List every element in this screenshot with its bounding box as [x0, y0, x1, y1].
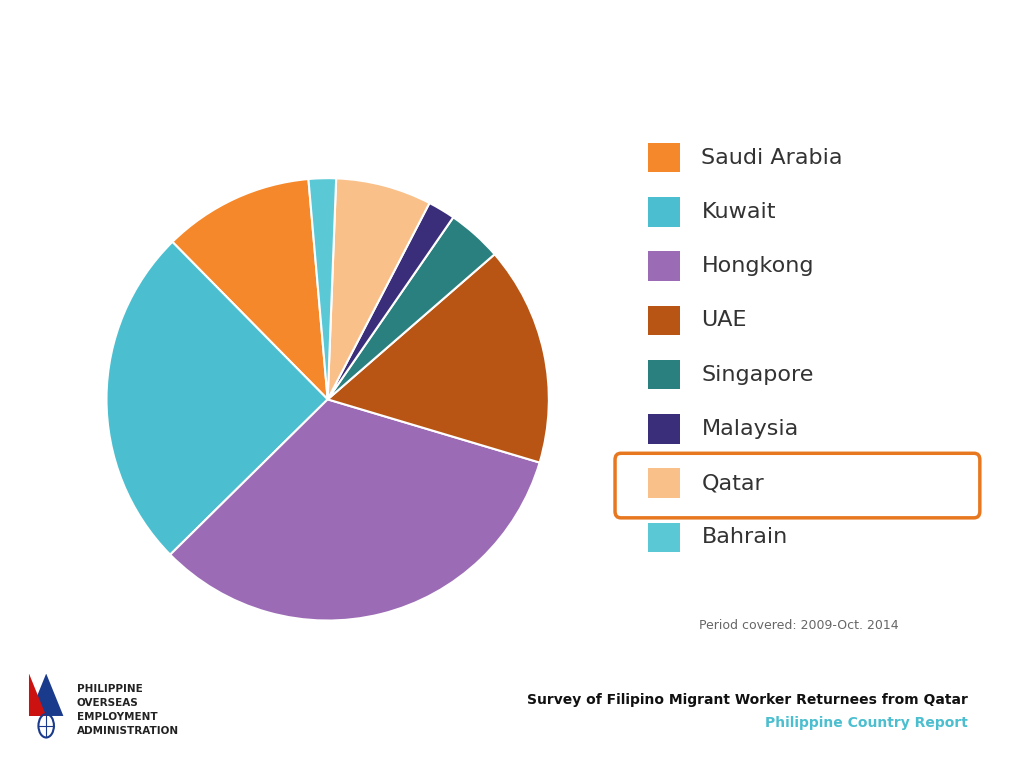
FancyBboxPatch shape [647, 522, 680, 552]
Text: Philippine Country Report: Philippine Country Report [765, 717, 968, 730]
FancyBboxPatch shape [647, 143, 680, 173]
Text: Qatar: Qatar [701, 473, 764, 493]
Wedge shape [328, 203, 454, 399]
Polygon shape [29, 674, 46, 716]
Text: Bahrain: Bahrain [701, 528, 787, 548]
Wedge shape [308, 178, 336, 399]
FancyBboxPatch shape [647, 197, 680, 227]
Text: Singapore: Singapore [701, 365, 814, 385]
Text: Period covered: 2009-Oct. 2014: Period covered: 2009-Oct. 2014 [699, 620, 898, 632]
FancyBboxPatch shape [647, 414, 680, 444]
Wedge shape [106, 242, 328, 554]
FancyBboxPatch shape [647, 360, 680, 389]
FancyBboxPatch shape [615, 453, 980, 518]
Text: PHILIPPINE
OVERSEAS
EMPLOYMENT
ADMINISTRATION: PHILIPPINE OVERSEAS EMPLOYMENT ADMINISTR… [77, 684, 179, 737]
Text: Top Destination Countries of HSWs, 2009-Oct 2014: Top Destination Countries of HSWs, 2009-… [94, 88, 930, 116]
Wedge shape [328, 217, 495, 399]
Wedge shape [328, 178, 429, 399]
Polygon shape [29, 674, 63, 716]
Wedge shape [170, 399, 540, 621]
Text: Saudi Arabia: Saudi Arabia [701, 147, 843, 167]
Wedge shape [328, 254, 549, 462]
FancyBboxPatch shape [647, 251, 680, 281]
Wedge shape [172, 179, 328, 399]
Text: Labor Migration Flow: Labor Migration Flow [228, 31, 796, 75]
Text: Survey of Filipino Migrant Worker Returnees from Qatar: Survey of Filipino Migrant Worker Return… [526, 694, 968, 707]
FancyBboxPatch shape [647, 306, 680, 335]
FancyBboxPatch shape [647, 468, 680, 498]
Text: UAE: UAE [701, 310, 746, 330]
Text: Hongkong: Hongkong [701, 257, 814, 276]
Text: Malaysia: Malaysia [701, 419, 799, 439]
Text: Kuwait: Kuwait [701, 202, 776, 222]
